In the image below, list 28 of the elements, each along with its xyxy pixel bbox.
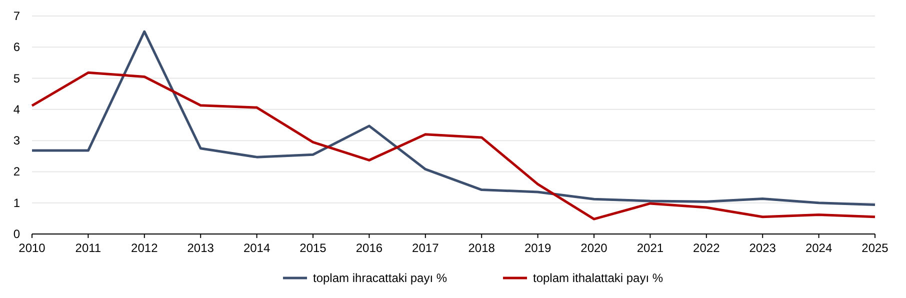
x-tick-label: 2021 [636, 241, 664, 255]
x-tick-label: 2022 [693, 241, 720, 255]
y-tick-label: 1 [13, 196, 20, 210]
y-tick-label: 5 [13, 71, 20, 86]
x-tick-label: 2014 [243, 241, 270, 255]
y-tick-label: 2 [13, 164, 20, 179]
x-tick-label: 2024 [805, 241, 832, 255]
legend-label: toplam ihracattaki payı % [313, 271, 448, 285]
x-tick-label: 2025 [862, 241, 889, 255]
x-tick-label: 2017 [412, 241, 440, 255]
x-tick-label: 2012 [131, 241, 158, 255]
x-tick-label: 2019 [524, 241, 552, 255]
x-tick-label: 2023 [749, 241, 776, 255]
x-tick-label: 2015 [300, 241, 327, 255]
y-tick-label: 4 [13, 102, 20, 116]
y-tick-label: 3 [13, 134, 20, 148]
y-tick-label: 6 [13, 40, 20, 54]
x-tick-label: 2013 [187, 241, 214, 255]
legend-label: toplam ithalattaki payı % [533, 271, 664, 285]
y-tick-label: 7 [13, 9, 20, 23]
line-series [30, 71, 876, 220]
x-tick-label: 2018 [468, 241, 496, 255]
line-series [30, 30, 876, 206]
x-tick-label: 2010 [18, 241, 46, 255]
x-tick-label: 2016 [356, 241, 383, 255]
y-tick-label: 0 [13, 227, 20, 241]
x-tick-label: 2020 [580, 241, 608, 255]
x-tick-label: 2011 [75, 241, 102, 255]
